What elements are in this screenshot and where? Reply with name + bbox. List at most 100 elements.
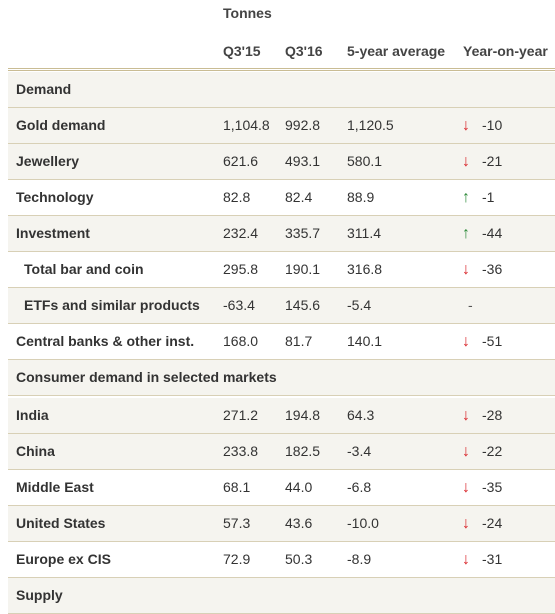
5yr-average-value: -10.0: [347, 515, 379, 531]
down-arrow-icon: ↓: [462, 261, 470, 278]
5yr-average-value: -5.4: [347, 297, 372, 313]
year-on-year-value: -31: [482, 551, 503, 567]
year-on-year-cell: ↓ -51: [462, 324, 502, 359]
5yr-average-value: 64.3: [347, 407, 375, 423]
column-header-q316: Q3'16: [285, 43, 323, 59]
year-on-year-value: -10: [482, 117, 503, 133]
down-arrow-icon: ↓: [462, 443, 470, 460]
column-header-5yr-average: 5-year average: [347, 43, 446, 59]
5yr-average-value: 140.1: [347, 333, 383, 349]
row-label: Investment: [16, 225, 90, 241]
q316-value: 50.3: [285, 551, 313, 567]
q316-value: 44.0: [285, 479, 313, 495]
section-header-row: Consumer demand in selected markets: [8, 360, 555, 396]
unit-label: Tonnes: [223, 5, 272, 21]
year-on-year-cell: ↓ -24: [462, 506, 502, 541]
q316-value: 81.7: [285, 333, 313, 349]
year-on-year-value: -44: [482, 225, 503, 241]
5yr-average-value: -6.8: [347, 479, 372, 495]
down-arrow-icon: ↓: [462, 333, 470, 350]
row-label: Central banks & other inst.: [16, 333, 195, 349]
year-on-year-value: -21: [482, 153, 503, 169]
5yr-average-value: 1,120.5: [347, 117, 394, 133]
table-row: Total bar and coin 295.8 190.1 316.8 ↓ -36: [8, 252, 555, 288]
q315-value: 295.8: [223, 261, 259, 277]
q315-value: -63.4: [223, 297, 255, 313]
row-label: Middle East: [16, 479, 94, 495]
year-on-year-cell: ↓ -35: [462, 470, 502, 505]
table-row: Jewellery 621.6 493.1 580.1 ↓ -21: [8, 144, 555, 180]
5yr-average-value: 88.9: [347, 189, 375, 205]
section-header-row: Supply: [8, 578, 555, 614]
q316-value: 182.5: [285, 443, 321, 459]
5yr-average-value: 316.8: [347, 261, 383, 277]
q315-value: 271.2: [223, 407, 259, 423]
down-arrow-icon: ↓: [462, 479, 470, 496]
year-on-year-cell: ↓ -28: [462, 398, 502, 433]
year-on-year-cell: ↑ -44: [462, 216, 502, 251]
year-on-year-cell: ↓ -22: [462, 434, 502, 469]
year-on-year-cell: ↓ -21: [462, 144, 502, 179]
5yr-average-value: 311.4: [347, 225, 381, 241]
section-label: Demand: [16, 81, 72, 97]
5yr-average-value: -8.9: [347, 551, 372, 567]
up-arrow-icon: ↑: [462, 189, 470, 206]
q315-value: 1,104.8: [223, 117, 270, 133]
row-label: Jewellery: [16, 153, 80, 169]
column-header-q315: Q3'15: [223, 43, 261, 59]
q315-value: 72.9: [223, 551, 251, 567]
table-row: Middle East 68.1 44.0 -6.8 ↓ -35: [8, 470, 555, 506]
q315-value: 232.4: [223, 225, 259, 241]
table-row: China 233.8 182.5 -3.4 ↓ -22: [8, 434, 555, 470]
year-on-year-value: -1: [482, 189, 495, 205]
q315-value: 233.8: [223, 443, 259, 459]
q316-value: 493.1: [285, 153, 321, 169]
row-label: China: [16, 443, 55, 459]
table-row: Central banks & other inst. 168.0 81.7 140.…: [8, 324, 555, 360]
row-label: United States: [16, 515, 106, 531]
section-label: Supply: [16, 587, 63, 603]
row-label: Europe ex CIS: [16, 551, 111, 567]
table-row: Europe ex CIS 72.9 50.3 -8.9 ↓ -31: [8, 542, 555, 578]
year-on-year-value: -51: [482, 333, 503, 349]
up-arrow-icon: ↑: [462, 225, 470, 242]
table-row: Investment 232.4 335.7 311.4 ↑ -44: [8, 216, 555, 252]
5yr-average-value: 580.1: [347, 153, 383, 169]
q316-value: 190.1: [285, 261, 321, 277]
q316-value: 145.6: [285, 297, 321, 313]
down-arrow-icon: ↓: [462, 153, 470, 170]
down-arrow-icon: ↓: [462, 117, 470, 134]
q316-value: 992.8: [285, 117, 321, 133]
q315-value: 68.1: [223, 479, 251, 495]
q315-value: 82.8: [223, 189, 251, 205]
table-row: United States 57.3 43.6 -10.0 ↓ -24: [8, 506, 555, 542]
year-on-year-cell: ↑ -1: [462, 180, 494, 215]
down-arrow-icon: ↓: [462, 407, 470, 424]
q315-value: 57.3: [223, 515, 251, 531]
q316-value: 82.4: [285, 189, 313, 205]
down-arrow-icon: ↓: [462, 515, 470, 532]
year-on-year-value: -35: [482, 479, 503, 495]
q316-value: 43.6: [285, 515, 313, 531]
year-on-year-value: -22: [482, 443, 503, 459]
table-row: ETFs and similar products -63.4 145.6 -5.4 -: [8, 288, 555, 324]
year-on-year-cell: ↓ -10: [462, 108, 502, 143]
table-row: Gold demand 1,104.8 992.8 1,120.5 ↓ -10: [8, 108, 555, 144]
down-arrow-icon: ↓: [462, 551, 470, 568]
year-on-year-value: -24: [482, 515, 503, 531]
header-divider: [8, 68, 555, 71]
table-row: India 271.2 194.8 64.3 ↓ -28: [8, 398, 555, 434]
column-header-year-on-year: Year-on-year: [463, 43, 548, 59]
year-on-year-cell: ↓ -36: [462, 252, 502, 287]
q316-value: 335.7: [285, 225, 321, 241]
year-on-year-value: -36: [482, 261, 503, 277]
row-label: Technology: [16, 189, 94, 205]
year-on-year-cell: ↓ -31: [462, 542, 502, 577]
section-label: Consumer demand in selected markets: [16, 369, 277, 385]
q315-value: 621.6: [223, 153, 259, 169]
5yr-average-value: -3.4: [347, 443, 372, 459]
q316-value: 194.8: [285, 407, 321, 423]
row-label: India: [16, 407, 49, 423]
year-on-year-value: -: [468, 297, 473, 313]
row-label: ETFs and similar products: [24, 297, 200, 313]
